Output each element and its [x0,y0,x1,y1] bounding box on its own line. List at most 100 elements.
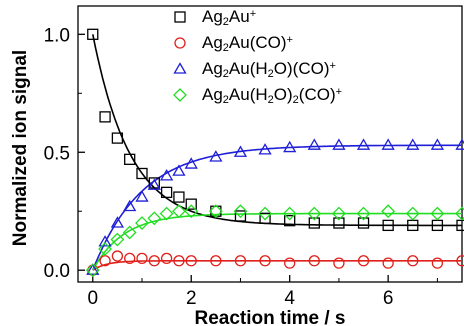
data-point-diamond [307,206,322,221]
fit-curve-2 [92,144,463,271]
data-point-square [87,28,99,40]
y-axis-label: Normalized ion signal [10,50,31,246]
data-point-circle [234,255,247,267]
y-axis: 0.0 0.5 1.0 [44,25,85,282]
data-point-circle [382,257,394,269]
legend-marker-diamond [173,88,187,102]
data-point-square [382,219,394,232]
data-point-diamond [455,206,464,221]
data-point-square [124,153,136,165]
data-point-triangle [147,178,161,190]
data-point-square [210,205,222,217]
data-point-circle [124,252,136,265]
x-tick-label: 0 [87,288,98,309]
data-point-circle [173,255,185,267]
legend-marker-square [174,11,186,23]
data-point-square [284,215,296,227]
data-point-diamond [405,206,420,221]
data-point-triangle [406,138,420,150]
data-point-diamond [147,211,162,226]
data-point-diamond [332,206,346,221]
data-point-square [148,177,160,189]
data-point-circle [111,250,124,262]
data-point-triangle [455,138,464,150]
plot-area [77,5,463,283]
data-point-triangle [307,138,321,150]
data-point-diamond [172,204,186,219]
data-point-diamond [98,242,112,256]
x-tick-label: 6 [383,288,394,309]
data-point-circle [357,255,370,267]
data-point-triangle [233,145,248,157]
data-point-square [111,132,124,144]
data-point-circle [210,255,222,267]
x-axis: 0 2 4 6 [87,275,438,309]
x-axis-label: Reaction time / s [195,308,346,326]
legend-label: Ag2Au(H2O)(CO)+ [202,59,336,80]
legend-label: Ag2Au(H2O)2(CO)+ [202,85,342,106]
legend-marker-triangle [173,62,187,74]
data-point-circle [308,255,320,267]
data-point-diamond [208,204,223,219]
x-tick-label: 4 [284,288,295,309]
data-point-circle [148,255,160,267]
data-point-triangle [159,169,174,181]
data-point-diamond [233,204,248,219]
legend-label: Ag2Au+ [202,7,256,28]
data-point-diamond [430,206,445,221]
data-point-triangle [172,164,186,176]
data-point-circle [160,252,173,265]
data-point-triangle [98,235,112,247]
data-point-diamond [122,225,137,240]
x-tick-label: 2 [186,288,197,309]
data-point-triangle [86,263,100,275]
data-point-circle [456,255,464,267]
data-point-circle [136,252,148,265]
data-point-square [99,111,111,123]
data-point-circle [333,257,345,269]
data-point-square [185,198,197,210]
data-point-square [308,217,320,229]
y-tick-label: 0.0 [44,261,70,282]
fit-curve-1 [92,260,462,271]
data-point-triangle [430,138,445,150]
data-point-diamond [159,206,174,221]
data-point-circle [431,257,444,269]
y-tick-label: 0.5 [44,143,70,164]
data-point-diamond [110,232,125,247]
data-point-diamond [282,206,297,221]
data-point-diamond [184,204,199,219]
data-point-triangle [184,157,198,169]
data-point-diamond [381,204,396,219]
data-point-circle [185,255,197,267]
data-point-square [333,217,345,229]
data-point-circle [284,257,296,269]
data-point-triangle [258,143,272,155]
data-point-triangle [209,150,223,162]
data-point-square [173,191,185,203]
legend: Ag2Au+ Ag2Au(CO)+ Ag2Au(H2O)(CO)+ Ag2Au(H2O… [173,7,342,106]
data-point-square [357,217,370,229]
data-point-diamond [135,216,149,230]
data-point-diamond [85,263,100,278]
data-point-triangle [356,138,371,150]
legend-marker-circle [174,37,186,49]
y-tick-label: 1.0 [44,25,70,46]
data-point-triangle [381,138,395,150]
fit-curve-3 [92,212,462,271]
data-point-diamond [356,206,371,221]
data-point-square [259,212,271,224]
data-point-triangle [332,138,346,150]
data-point-circle [407,255,419,267]
data-point-triangle [283,140,297,153]
data-point-square [160,186,173,199]
data-point-square [234,210,247,222]
data-point-circle [259,255,271,267]
data-point-diamond [258,206,272,221]
data-point-triangle [135,190,149,202]
data-points [85,28,464,278]
plot-frame [77,5,463,283]
data-point-triangle [123,199,137,212]
data-point-triangle [110,216,125,228]
